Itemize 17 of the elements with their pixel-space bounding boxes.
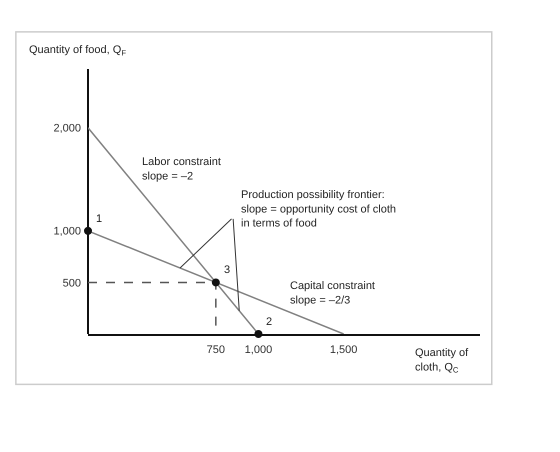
y-tick-label: 1,000 — [53, 226, 81, 238]
point — [254, 330, 262, 338]
x-tick-label: 1,000 — [244, 344, 272, 356]
point — [84, 226, 92, 235]
annotation: Production possibility frontier: slope = opportunity cost of cloth in terms of food — [241, 189, 396, 230]
annotation: 1 — [96, 213, 102, 225]
x-tick-label: 750 — [206, 344, 226, 356]
y-tick-label: 2,000 — [53, 122, 81, 135]
x-tick-label: 1,500 — [330, 344, 358, 356]
annotation: Labor constraint slope = –2 — [142, 156, 221, 182]
annotation: Capital constraint slope = –2/3 — [290, 280, 375, 306]
y-axis-title: Quantity of food, Q$_{F}$ — [29, 44, 126, 58]
annotation: 3 — [224, 264, 230, 276]
annotation: 2 — [266, 316, 272, 328]
point — [212, 278, 220, 286]
x-axis-title: Quantity of cloth, Q$_{C}$ — [415, 347, 470, 375]
y-tick-label: 500 — [62, 277, 81, 290]
